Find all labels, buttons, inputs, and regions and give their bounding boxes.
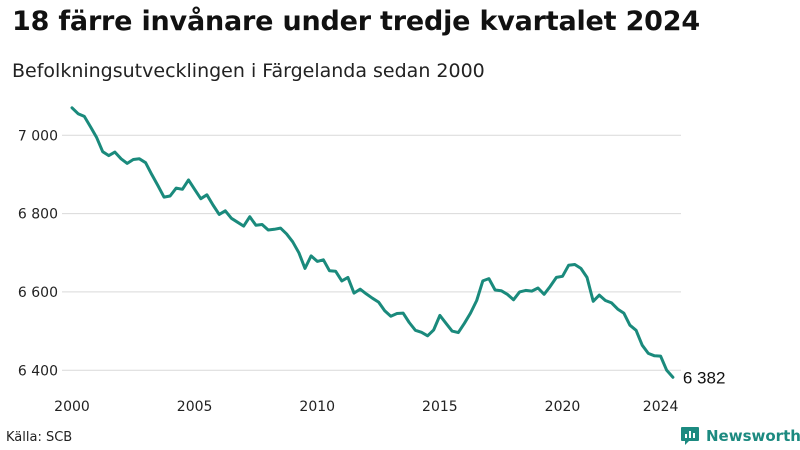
series-line-layer xyxy=(70,106,675,379)
y-axis-tick-labels: 6 400 6 600 6 800 7 000 xyxy=(18,128,58,379)
end-value-label: 6 382 xyxy=(683,368,726,387)
x-tick-label: 2005 xyxy=(177,399,213,415)
x-tick-label: 2015 xyxy=(422,399,458,415)
x-axis-tick-labels: 2000 2005 2010 2015 2020 2024 xyxy=(54,399,678,415)
newsworthy-logo-icon xyxy=(681,427,699,445)
y-tick-label: 6 800 xyxy=(18,207,58,223)
source-note: Källa: SCB xyxy=(6,430,73,445)
population-line xyxy=(70,106,675,379)
x-tick-label: 2020 xyxy=(545,399,581,415)
chart-subtitle: Befolkningsutvecklingen i Färgelanda sed… xyxy=(12,60,485,82)
brand-name: Newsworthy xyxy=(706,427,800,445)
y-tick-label: 6 400 xyxy=(18,363,58,379)
gridlines xyxy=(62,134,681,371)
y-tick-label: 7 000 xyxy=(18,128,58,144)
x-tick-label: 2010 xyxy=(299,399,335,415)
x-tick-label: 2000 xyxy=(54,399,90,415)
newsworthy-logo[interactable]: Newsworthy xyxy=(680,426,800,446)
y-tick-label: 6 600 xyxy=(18,285,58,301)
chart-title: 18 färre invånare under tredje kvartalet… xyxy=(12,6,700,37)
x-tick-label: 2024 xyxy=(643,399,679,415)
